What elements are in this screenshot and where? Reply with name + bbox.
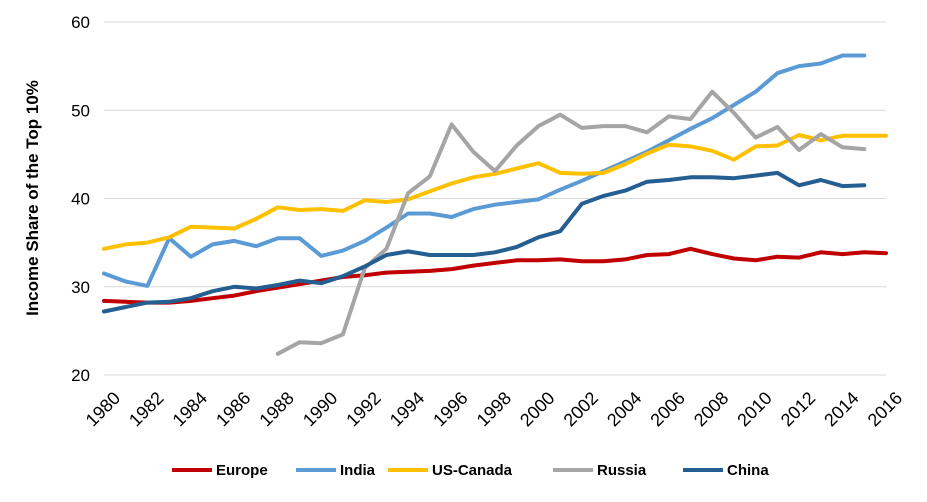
legend-label: India — [340, 462, 376, 479]
x-tick-label: 1980 — [82, 388, 124, 430]
x-tick-label: 1990 — [299, 388, 341, 430]
x-tick-label: 1986 — [212, 388, 254, 430]
legend-label: Europe — [216, 462, 268, 479]
y-tick-label: 20 — [71, 366, 90, 385]
legend-item-china: China — [683, 462, 769, 479]
legend: Europe India US-Canada Russia China — [172, 462, 769, 479]
y-tick-label: 50 — [71, 101, 90, 120]
x-axis-ticks: 1980 1982 1984 1986 1988 1990 1992 1994 1996 1998… — [82, 388, 906, 430]
series-line-russia — [275, 89, 867, 356]
x-tick-label: 1992 — [342, 388, 384, 430]
series-line-us-canada — [102, 133, 888, 251]
legend-item-europe: Europe — [172, 462, 268, 479]
legend-label: China — [727, 462, 769, 479]
y-tick-label: 60 — [71, 13, 90, 32]
y-axis-ticks: 20 30 40 50 60 — [71, 13, 90, 385]
x-tick-label: 2010 — [733, 388, 775, 430]
gridlines — [104, 21, 886, 376]
y-axis-label: Income Share of the Top 10% — [23, 80, 42, 316]
x-tick-label: 1982 — [125, 388, 167, 430]
x-tick-label: 2016 — [864, 388, 906, 430]
x-tick-label: 1984 — [169, 388, 211, 430]
series-line-india — [102, 53, 867, 288]
x-tick-label: 2006 — [646, 388, 688, 430]
legend-item-us-canada: US-Canada — [388, 462, 513, 479]
legend-label: US-Canada — [432, 462, 513, 479]
y-tick-label: 40 — [71, 190, 90, 209]
series-lines — [102, 53, 888, 356]
legend-item-india: India — [296, 462, 376, 479]
series-line-china — [102, 170, 867, 314]
y-tick-label: 30 — [71, 278, 90, 297]
x-tick-label: 2008 — [690, 388, 732, 430]
x-tick-label: 1988 — [255, 388, 297, 430]
x-tick-label: 2012 — [777, 388, 819, 430]
x-tick-label: 1994 — [386, 388, 428, 430]
legend-item-russia: Russia — [553, 462, 647, 479]
x-tick-label: 2000 — [516, 388, 558, 430]
legend-label: Russia — [597, 462, 647, 479]
x-tick-label: 2014 — [820, 388, 862, 430]
x-tick-label: 2004 — [603, 388, 645, 430]
x-tick-label: 2002 — [560, 388, 602, 430]
series-line-europe — [102, 246, 888, 305]
x-tick-label: 1996 — [429, 388, 471, 430]
x-tick-label: 1998 — [473, 388, 515, 430]
